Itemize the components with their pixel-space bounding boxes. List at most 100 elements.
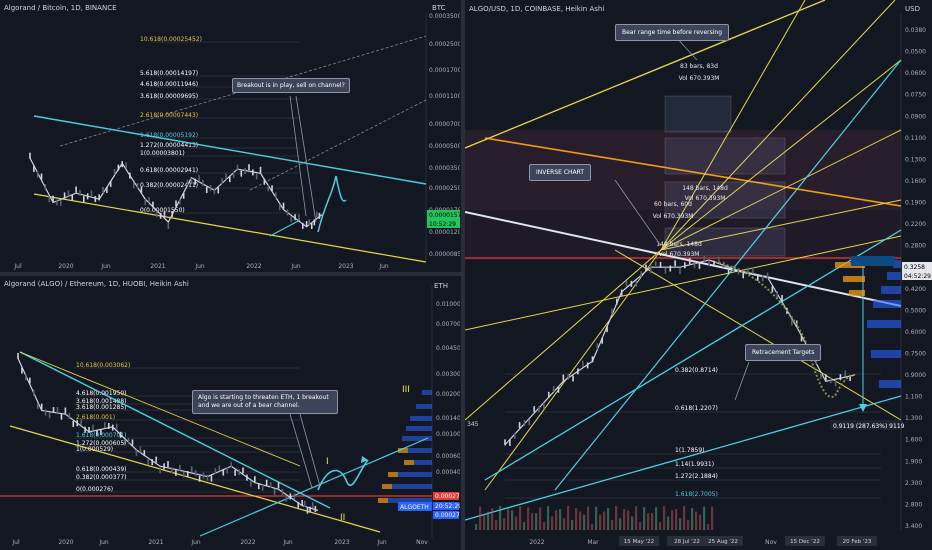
price-series-candle [679, 268, 681, 275]
price-badge-bg [902, 262, 932, 271]
trend-line-orange [484, 137, 902, 207]
price-series-candle [732, 265, 735, 272]
fib-level-label: 0.618(0.000439) [76, 466, 127, 473]
chart-algo-usd[interactable]: 0.0380 0.0500 0.0600 0.0750 0.0900 0.1100 0.13… [465, 0, 932, 550]
price-series-candle [119, 431, 122, 438]
price-series-candle [756, 274, 759, 281]
price-series-candle [246, 474, 248, 481]
axis-unit-label: ETH [434, 282, 448, 290]
range-label: 148 bars, 148d [682, 185, 728, 192]
price-series-candle [306, 507, 309, 514]
time-tick-label: Jun [100, 263, 111, 270]
volume-profile-bar [392, 484, 432, 489]
price-series-candle [509, 439, 511, 446]
fib-level-label: 3.618(0.001285) [76, 404, 127, 411]
price-series-candle [659, 261, 662, 268]
vertical-divider[interactable] [461, 0, 465, 550]
price-series-candle [205, 187, 208, 194]
fib-level-label: 1.618(2.7005) [675, 491, 718, 498]
callout-pointer [299, 413, 321, 487]
volume-bar [675, 509, 678, 530]
price-badge-value: 0.000276 [435, 493, 460, 500]
price-tick-label: 0.4200 [905, 286, 926, 293]
panel-algo-usd[interactable]: ALGO/USD, 1D, COINBASE, Heikin Ashi USD … [465, 0, 932, 550]
volume-profile-bar [416, 404, 432, 409]
volume-bar [535, 513, 538, 530]
price-series-candle [674, 260, 676, 267]
time-tick-label: Jun [190, 539, 201, 546]
price-series-candle [232, 172, 235, 179]
price-series-candle [60, 413, 63, 420]
price-series-candle [32, 389, 35, 396]
date-badge-bg [619, 536, 659, 546]
price-series-candle [240, 170, 243, 177]
price-series-candle [313, 219, 316, 226]
price-series-candle [278, 204, 281, 211]
volume-profile-bar [867, 320, 901, 328]
time-tick-label: Mar [587, 539, 599, 546]
projection-path [714, 261, 858, 398]
price-series-candle [218, 465, 221, 472]
price-series-candle [63, 192, 66, 199]
price-series-candle [131, 439, 134, 446]
price-series-candle [314, 505, 317, 512]
volume-bar [583, 514, 586, 530]
price-series-candle [263, 178, 266, 185]
price-series-candle [179, 198, 181, 205]
fib-level-label: 0(0.000276) [76, 486, 113, 493]
fib-level-label: 3.618(0.00009695) [140, 93, 198, 100]
measure-label-bg [830, 420, 900, 430]
callout-pointer [289, 95, 307, 217]
annotation-inverse-chart: INVERSE CHART [529, 164, 592, 181]
price-series-candle [586, 362, 589, 369]
range-label: Vol 670.393M [685, 195, 726, 202]
fib-level-label: 5.618(0.00014197) [140, 70, 198, 77]
projection-wave [317, 459, 369, 491]
price-series-candle [129, 172, 131, 179]
price-series-candle [752, 267, 754, 274]
fib-level-label: 2.618(0.001) [76, 414, 115, 421]
price-series [504, 259, 856, 446]
annotation-callout: Breakout is in play, sell on channel? [232, 78, 350, 93]
price-series-candle [257, 483, 260, 490]
fib-level-label: 1.618(0.000701) [76, 432, 127, 439]
volume-bar [483, 514, 486, 530]
time-tick-label: 2023 [338, 263, 353, 270]
annotation-text: Breakout is in play, sell on channel? [237, 82, 345, 89]
time-tick-label: 2022 [529, 539, 544, 546]
panel-algo-btc[interactable]: Algorand / Bitcoin, 1D, BINANCE BTC 0.00… [0, 0, 460, 272]
range-label: 148 bars, 148d [656, 241, 702, 248]
panel-algo-eth[interactable]: Algorand (ALGO) / Ethereum, 1D, HUOBI, H… [0, 276, 460, 550]
volume-profile-bar [388, 498, 432, 503]
volume-bar [655, 507, 658, 530]
horizontal-divider[interactable] [0, 272, 461, 276]
volume-bar [663, 506, 666, 530]
fib-level-label: 1.272(0.000605) [76, 440, 127, 447]
volume-profile-bar [414, 460, 432, 465]
volume-profile-bar [881, 286, 901, 294]
annotation-text: Algo is starting to threaten ETH, 1 brea… [198, 394, 329, 409]
volume-bar [599, 514, 602, 530]
price-series-candle [44, 184, 47, 191]
price-series-candle [834, 380, 837, 387]
price-series-candle [273, 488, 276, 495]
price-series-candle [121, 161, 124, 168]
volume-profile-bar [835, 262, 865, 268]
price-tick-label: 1.300 [905, 415, 922, 422]
fib-level-label: 1.272(0.00004413) [140, 142, 198, 149]
price-series-candle [825, 374, 827, 381]
price-series-candle [36, 402, 39, 409]
fib-level-label: 10.618(0.00025452) [140, 36, 202, 43]
price-series-candle [293, 493, 296, 500]
price-series-candle [271, 185, 273, 192]
date-badge-label: 25 Aug '22 [708, 539, 738, 545]
price-series-candle [776, 291, 779, 298]
projection-line [249, 99, 427, 191]
date-badge-label: 28 Jul '22 [674, 539, 700, 545]
price-series-candle [654, 261, 657, 268]
date-badge-bg [837, 536, 877, 546]
price-tick-label: 2.300 [905, 480, 922, 487]
date-badge-label: 15 Dec '22 [790, 539, 820, 545]
